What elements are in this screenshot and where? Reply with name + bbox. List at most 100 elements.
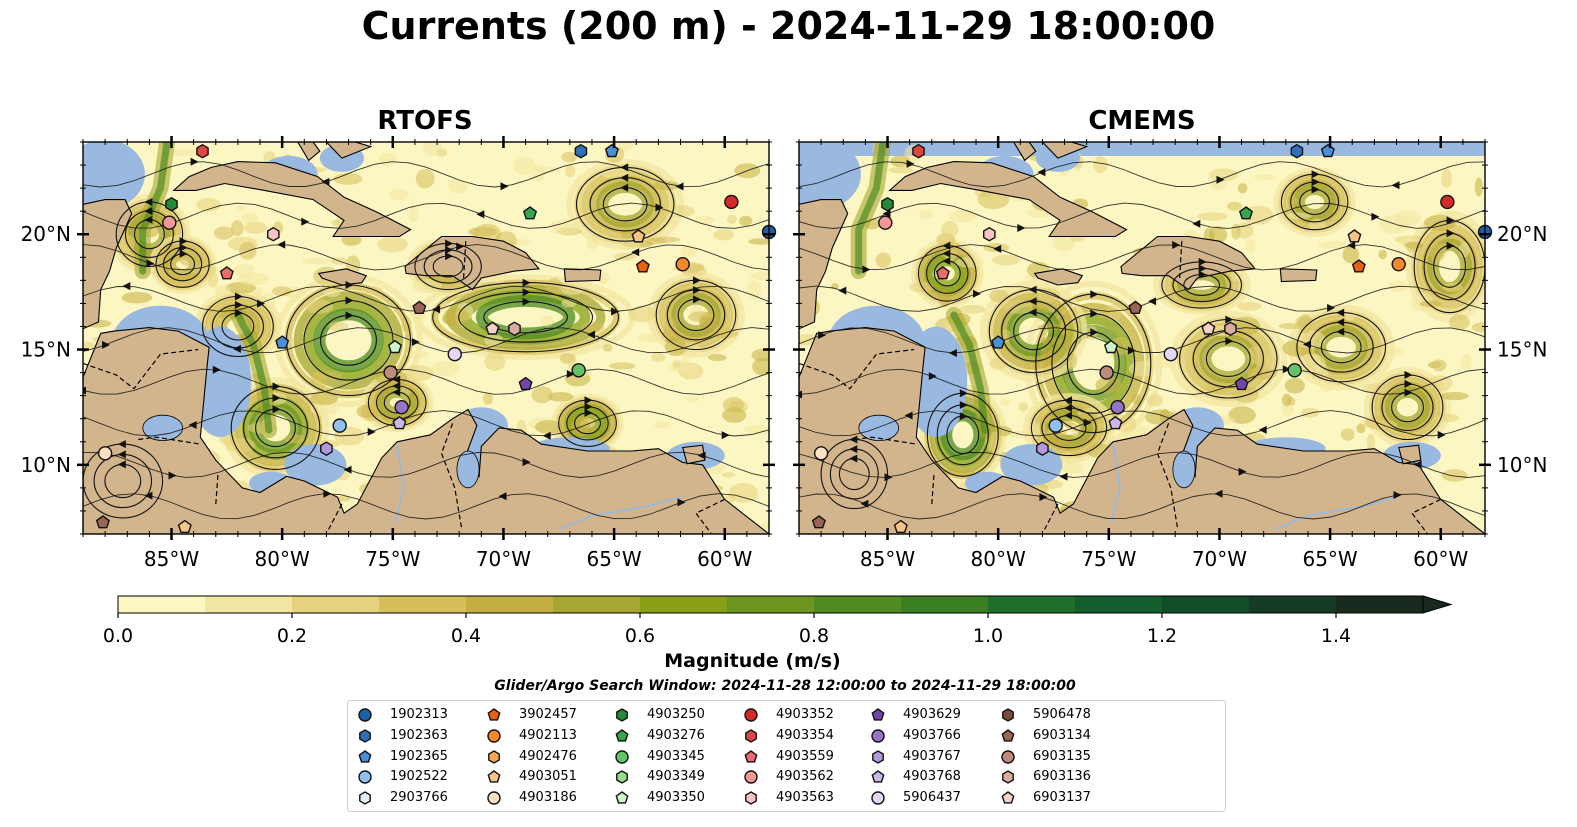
lon-tick-label: 70°W: [1192, 547, 1247, 571]
float-marker-4903767: [1036, 441, 1049, 457]
float-marker-1902363: [1290, 143, 1304, 159]
float-marker-4903354: [912, 143, 925, 159]
float-marker-4902113: [1391, 257, 1406, 272]
legend-marker-4903352: [744, 708, 758, 722]
colorbar-tick-label: 1.2: [1147, 625, 1177, 647]
float-marker-4903768: [392, 415, 407, 430]
colorbar-segment: [1336, 596, 1424, 613]
float-marker-4903051: [631, 229, 646, 243]
float-marker-1902363: [574, 143, 588, 159]
colorbar-tick-label: 0.2: [277, 625, 307, 647]
float-marker-4903563: [983, 226, 996, 242]
float-marker-4903051: [177, 519, 192, 533]
colorbar-segment: [118, 596, 206, 613]
trinidad-land: [682, 444, 706, 465]
float-marker-6903137: [1201, 321, 1216, 335]
legend-marker-4902113: [487, 729, 501, 743]
legend-marker-circle: [871, 791, 885, 805]
colorbar-tick-label: 1.4: [1321, 625, 1351, 647]
colorbar-label: Magnitude (m/s): [664, 650, 841, 672]
legend-label: 1902313: [390, 707, 448, 722]
cmems-map: 85°W 80°W 75°W 70°W 65°W 60°W 20°N 15°N 10°N: [793, 136, 1547, 571]
legend-marker-circle: [871, 729, 885, 743]
legend-marker-pentagon: [615, 791, 629, 804]
panel-title-cmems: CMEMS: [1088, 106, 1196, 136]
colorbar-segment: [814, 596, 902, 613]
float-marker-4903345: [1287, 363, 1302, 378]
legend-label: 4903051: [519, 769, 577, 785]
country-border: [463, 241, 467, 279]
legend-label: 1902363: [390, 727, 448, 743]
float-marker-4903186: [813, 446, 829, 461]
float-marker-4903350: [1103, 339, 1119, 354]
country-border: [138, 436, 201, 445]
float-marker-4903250: [881, 196, 894, 212]
legend-marker-hexagon: [745, 728, 757, 743]
legend-marker-3902457: [487, 708, 501, 721]
legend-marker-circle: [358, 770, 372, 785]
legend-label: 4903559: [776, 748, 834, 764]
river: [394, 443, 405, 523]
legend-marker-5906437: [871, 791, 885, 805]
legend-label: 4903766: [903, 727, 961, 743]
legend-label: 6903137: [1033, 790, 1091, 806]
float-marker-4903276: [1238, 206, 1254, 220]
legend-marker-4902476: [488, 749, 500, 764]
legend-marker-pentagon: [1001, 791, 1015, 804]
float-marker-5906437: [1163, 346, 1178, 362]
legend-label: 4903345: [647, 748, 705, 764]
panel-title-rtofs: RTOFS: [377, 106, 473, 136]
lake: [858, 414, 899, 441]
legend-marker-circle: [1001, 749, 1015, 764]
country-border: [1179, 241, 1183, 279]
bahamas-land: [1013, 142, 1037, 162]
float-marker-6903134: [412, 300, 427, 314]
lat-tick-label: 10°N: [21, 453, 71, 477]
legend-marker-4903250: [616, 708, 628, 722]
legend-title: Glider/Argo Search Window: 2024-11-28 12…: [494, 678, 1076, 694]
colorbar-segment: [1162, 596, 1250, 613]
colorbar-segment: [1249, 596, 1337, 613]
legend-marker-4903349: [616, 770, 628, 785]
legend-label: 4903768: [903, 769, 961, 785]
float-marker-4903767: [320, 441, 333, 457]
float-marker-1902522: [332, 418, 347, 433]
legend-label: 4903629: [903, 707, 961, 722]
lon-tick-label: 60°W: [697, 547, 752, 571]
legend-marker-hexagon: [359, 728, 371, 743]
legend-label: 4903250: [647, 707, 705, 722]
legend-marker-4903766: [871, 729, 885, 743]
float-markers: [95, 143, 777, 533]
float-marker-6903134: [1128, 300, 1143, 314]
legend-label: 4903562: [776, 769, 834, 785]
lon-tick-label: 80°W: [971, 547, 1026, 571]
lon-tick-label: 60°W: [1413, 547, 1468, 571]
float-marker-4903768: [1108, 415, 1123, 430]
legend-label: 4903186: [519, 790, 577, 806]
float-marker-4903559: [935, 266, 950, 280]
legend-label: 4903352: [776, 707, 834, 722]
legend-marker-hexagon: [616, 708, 628, 722]
legend-label: 4903767: [903, 748, 961, 764]
country-border: [215, 473, 219, 505]
colorbar-segment: [1075, 596, 1163, 613]
colorbar-tick-label: 0.8: [799, 625, 829, 647]
lake: [142, 414, 184, 441]
country-border: [695, 498, 725, 534]
legend-marker-1902363: [359, 728, 371, 743]
colorbar-segment: [988, 596, 1076, 613]
legend-marker-hexagon: [745, 791, 757, 805]
lake: [1172, 450, 1196, 489]
lon-tick-label: 70°W: [476, 547, 531, 571]
legend-label: 2903766: [390, 790, 448, 806]
country-border: [799, 348, 915, 390]
legend-label: 4902113: [519, 727, 577, 743]
legend-marker-hexagon: [1002, 770, 1014, 785]
float-marker-4903352: [1440, 194, 1455, 210]
legend-marker-pentagon: [744, 749, 758, 763]
legend-marker-6903135: [1001, 749, 1015, 764]
legend-marker-hexagon: [616, 770, 628, 785]
legend-marker-circle: [487, 729, 501, 743]
float-legend: 1902313 1902363 1902365 1902522 2903766 39024…: [347, 700, 1226, 812]
